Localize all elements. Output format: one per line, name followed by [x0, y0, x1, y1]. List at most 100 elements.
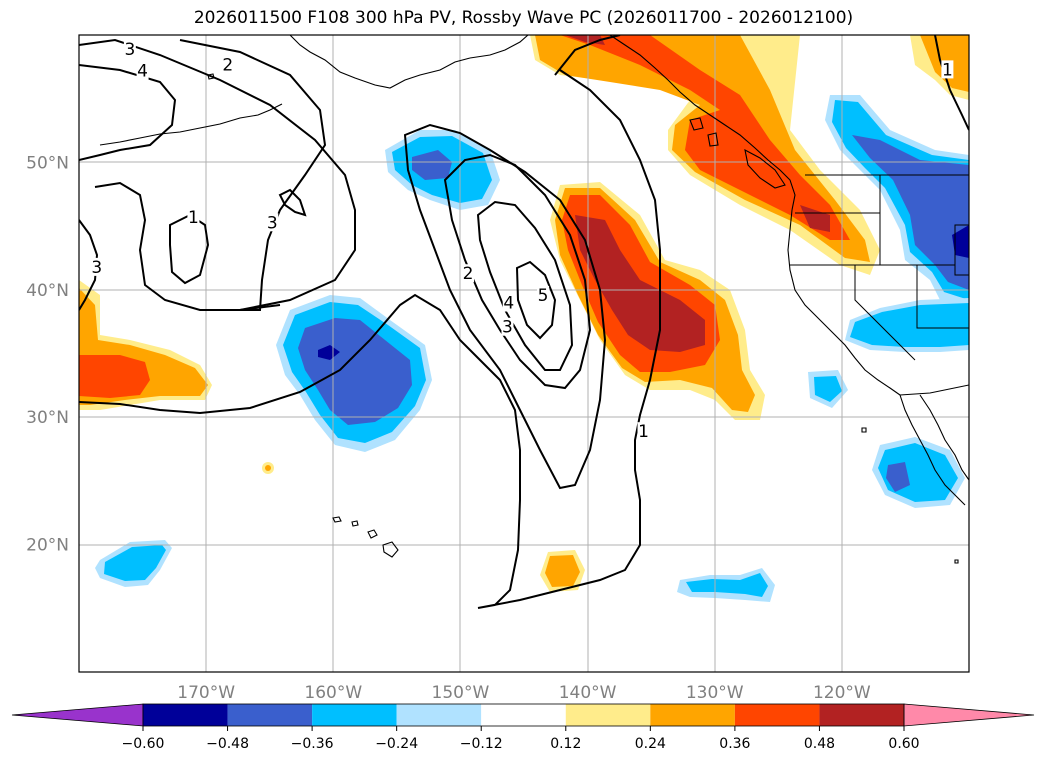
colorbar-tick-label: −0.60	[122, 736, 165, 752]
colorbar-frame	[142, 703, 905, 727]
alaska-gulf-coast	[469, 35, 529, 59]
contour-label: 4	[503, 294, 514, 314]
latitude-labels: 50°N 40°N 30°N 20°N	[26, 153, 69, 555]
colorbar-tick-label: −0.12	[460, 736, 503, 752]
lon-label: 140°W	[559, 683, 617, 703]
map-frame	[78, 34, 970, 673]
colorbar-extend-high	[903, 703, 1035, 727]
contour-label-bg	[123, 40, 136, 59]
contour-label-bg	[90, 257, 103, 276]
contour-west-2	[179, 39, 327, 311]
contour-label: 1	[638, 422, 649, 442]
hawaii-maui	[367, 529, 378, 539]
anomaly-blue-nw-royal	[852, 135, 969, 290]
contour-label-bg	[537, 285, 550, 304]
anomaly-tiny-dot-core	[265, 465, 271, 471]
contour-label-bg	[187, 208, 200, 227]
contour-label: 4	[137, 62, 148, 82]
contour-label-bg	[501, 317, 514, 336]
pv-contours	[79, 35, 969, 609]
map-plot-area	[79, 35, 969, 672]
aleutian-chain	[99, 103, 283, 146]
anomaly-central-dark	[575, 215, 705, 352]
vancouver-island	[744, 148, 786, 189]
colorbar-swatch	[565, 704, 651, 726]
island-channel	[861, 427, 867, 433]
contour-label-bg	[462, 264, 475, 283]
contour-label: 2	[463, 264, 474, 284]
contour-trough-4	[476, 200, 574, 371]
contour-west-3b	[278, 188, 307, 217]
map-grid	[79, 35, 969, 672]
contour-label: 1	[188, 208, 199, 228]
colorbar-tick-label: 0.60	[888, 736, 919, 752]
island-haida	[707, 132, 719, 147]
anomaly-west-red	[79, 355, 150, 398]
negative-anomalies	[95, 95, 969, 602]
colorbar-swatch	[396, 704, 482, 726]
contour-label: 3	[502, 318, 513, 338]
lat-label: 30°N	[26, 408, 69, 428]
contour-label: 3	[91, 258, 102, 278]
positive-anomalies	[79, 35, 969, 592]
colorbar-swatch	[734, 704, 820, 726]
contour-label-bg	[637, 422, 650, 441]
anomaly-blue-17n-cyan	[686, 573, 768, 597]
anomaly-blue-blob-navy	[318, 345, 340, 360]
contour-label-bg	[502, 293, 515, 312]
map-title: 2026011500 F108 300 hPa PV, Rossby Wave …	[193, 8, 854, 28]
lat-label: 40°N	[26, 281, 69, 301]
lon-label: 120°W	[813, 683, 871, 703]
lon-label: 130°W	[686, 683, 744, 703]
contour-west-main	[94, 181, 281, 311]
anomaly-blue-25n-royal	[886, 462, 910, 492]
anomaly-blue-50n-royal	[412, 150, 452, 180]
gulf-california-coast	[919, 394, 969, 481]
contour-label-bg	[266, 213, 279, 232]
colorbar-swatch	[481, 704, 566, 726]
contour-label: 1	[942, 60, 953, 80]
contour-trough-1	[79, 69, 661, 609]
colorbar-swatch	[227, 704, 313, 726]
colorbar-tick-label: −0.36	[291, 736, 334, 752]
border-utah	[916, 265, 969, 329]
contour-north-2	[554, 35, 621, 76]
colorbar-swatch	[650, 704, 735, 726]
colorbar-tick-label: −0.24	[375, 736, 418, 752]
colorbar-tick-label: 0.48	[804, 736, 835, 752]
anomaly-south-orange	[545, 555, 580, 587]
hawaii-big-island	[382, 541, 399, 558]
contour-label: 3	[124, 40, 135, 60]
bc-coast	[609, 35, 796, 211]
contour-ne-1	[934, 35, 969, 131]
political-borders	[790, 174, 969, 396]
contour-trough-5	[515, 260, 557, 340]
us-west-coast	[787, 209, 901, 396]
border-us-mexico	[899, 384, 969, 396]
anomaly-blue-35n-cyan	[850, 303, 969, 347]
colorbar: −0.60 −0.48 −0.36 −0.24 −0.12 0.12 0.24 0.36 0.4…	[11, 703, 1035, 752]
coastlines	[99, 35, 969, 564]
anomaly-blue-small-a-core	[814, 376, 842, 402]
anomaly-blue-blob-royal	[298, 318, 412, 425]
colorbar-extend-low	[11, 703, 144, 727]
contour-label: 5	[538, 286, 549, 306]
hawaii-kauai	[332, 516, 342, 523]
colorbar-tick-label: −0.48	[206, 736, 249, 752]
anomaly-bc-coast-red	[560, 35, 850, 240]
contour-label-bg	[221, 55, 234, 74]
contour-west-3	[79, 38, 356, 311]
colorbar-tick-label: 0.24	[635, 736, 666, 752]
island-alexander	[689, 117, 704, 131]
anomaly-blue-18n-cyan	[104, 545, 166, 581]
baja-coast	[899, 394, 966, 506]
contour-label-bg	[136, 61, 149, 80]
longitude-labels: 170°W 160°W 150°W 140°W 130°W 120°W	[177, 683, 871, 703]
anomaly-bc-coast-dark	[800, 205, 830, 232]
colorbar-swatch	[312, 704, 397, 726]
anomaly-blue-nw-navy	[952, 225, 969, 258]
border-montana	[954, 224, 969, 276]
lon-label: 160°W	[304, 683, 362, 703]
